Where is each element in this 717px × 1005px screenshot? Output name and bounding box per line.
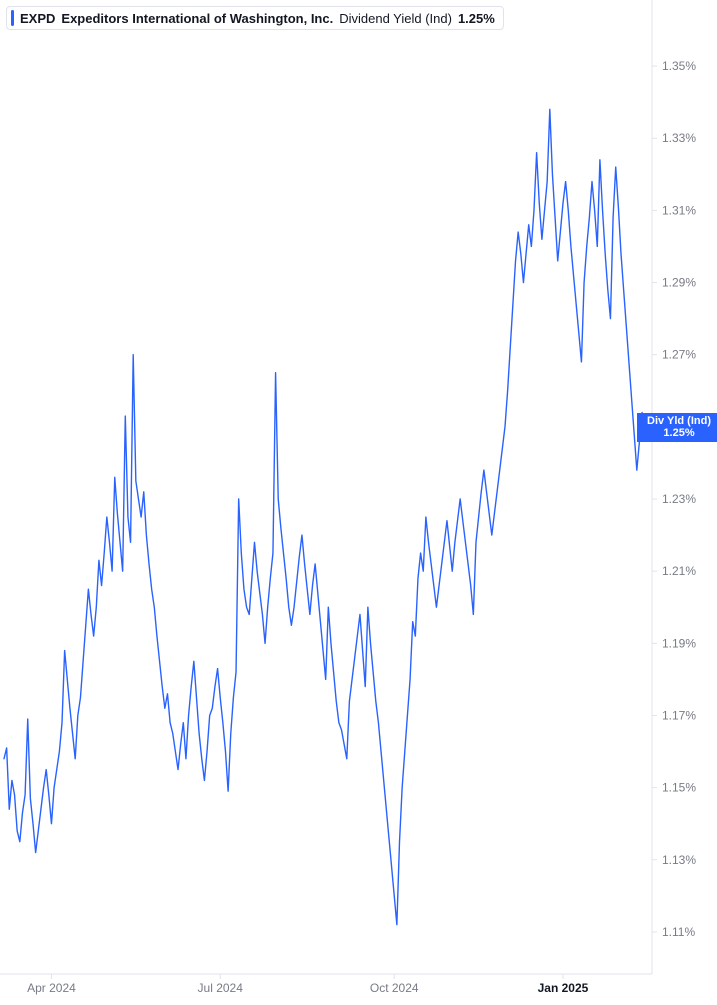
- legend-company: Expeditors International of Washington, …: [61, 11, 333, 26]
- chart-legend[interactable]: EXPD Expeditors International of Washing…: [6, 6, 504, 30]
- svg-text:1.15%: 1.15%: [662, 781, 696, 795]
- svg-text:1.17%: 1.17%: [662, 708, 696, 722]
- chart-area[interactable]: 1.11% 1.13% 1.15% 1.17% 1.19% 1.21% 1.23% 1.25%…: [0, 0, 717, 1005]
- legend-metric: Dividend Yield (Ind): [339, 11, 452, 26]
- svg-text:Jul 2024: Jul 2024: [198, 981, 244, 995]
- svg-text:1.35%: 1.35%: [662, 59, 696, 73]
- svg-text:1.33%: 1.33%: [662, 131, 696, 145]
- svg-text:1.29%: 1.29%: [662, 276, 696, 290]
- price-tag-label: Div Yld (Ind): [647, 415, 711, 427]
- legend-color-tick: [11, 10, 14, 26]
- svg-text:1.11%: 1.11%: [662, 925, 695, 939]
- legend-value: 1.25%: [458, 11, 495, 26]
- price-tag-value: 1.25%: [647, 427, 711, 439]
- legend-symbol: EXPD: [20, 11, 55, 26]
- chart-svg: 1.11% 1.13% 1.15% 1.17% 1.19% 1.21% 1.23% 1.25%…: [0, 0, 717, 1005]
- svg-text:Apr 2024: Apr 2024: [27, 981, 76, 995]
- svg-text:Jan 2025: Jan 2025: [538, 981, 589, 995]
- svg-text:Oct 2024: Oct 2024: [370, 981, 419, 995]
- svg-text:1.13%: 1.13%: [662, 853, 696, 867]
- svg-text:1.23%: 1.23%: [662, 492, 696, 506]
- last-price-tag: Div Yld (Ind) 1.25%: [637, 413, 717, 442]
- svg-text:1.31%: 1.31%: [662, 203, 696, 217]
- svg-text:1.19%: 1.19%: [662, 636, 696, 650]
- svg-text:1.27%: 1.27%: [662, 348, 696, 362]
- svg-text:1.21%: 1.21%: [662, 564, 696, 578]
